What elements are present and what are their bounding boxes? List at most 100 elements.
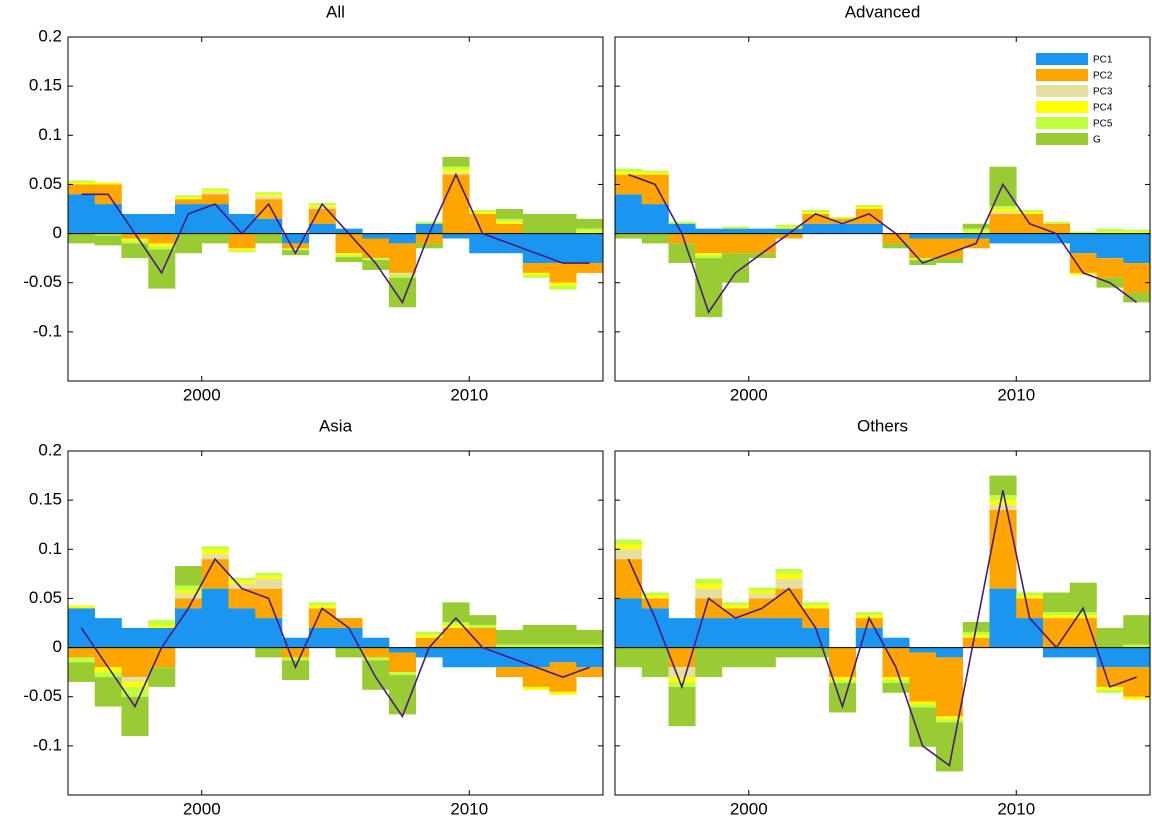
bar-segment [909, 258, 937, 261]
bar-segment [496, 209, 524, 219]
bar-segment [94, 672, 122, 678]
x-tick-label: 2000 [730, 385, 768, 404]
bar-segment [1043, 233, 1071, 244]
bar-segment [415, 637, 443, 648]
bar-segment [121, 240, 149, 244]
bar-segment [989, 166, 1017, 207]
bar-segment [469, 233, 497, 254]
bar-segment [1043, 592, 1071, 613]
bar-segment [94, 667, 122, 673]
panel-title: Others [857, 416, 908, 435]
bar-segment [989, 500, 1017, 506]
bar-segment [362, 647, 390, 658]
bar-segment [775, 578, 803, 589]
bar-segment [855, 627, 883, 648]
bar-segment [255, 199, 283, 219]
bar-segment [989, 505, 1017, 510]
y-tick-label: -0.05 [23, 272, 62, 291]
bar-segment [882, 682, 910, 693]
axes-box [614, 36, 1151, 382]
bar-segment [1123, 292, 1150, 303]
bar-segment [308, 605, 336, 609]
bar-segment [1043, 223, 1071, 234]
bar-segment [909, 701, 937, 705]
bar-segment [829, 680, 857, 683]
bar-segment [576, 644, 603, 648]
bar-segment [615, 168, 643, 172]
bar-segment [1069, 231, 1097, 234]
bar-segment [228, 608, 256, 648]
bar-segment [962, 233, 990, 239]
bar-segment [855, 207, 883, 209]
bar-segment [1096, 233, 1124, 259]
bar-segment [1043, 615, 1071, 619]
bar-segment [94, 647, 122, 668]
bar-segment [615, 539, 643, 545]
bar-segment [882, 677, 910, 681]
bar-segment [335, 618, 363, 628]
bar-segment [335, 233, 363, 254]
legend-label: PC4 [1093, 103, 1113, 114]
bar-segment [255, 578, 283, 589]
bar-segment [855, 618, 883, 628]
bar-segment [695, 255, 723, 259]
bar-segment [1069, 272, 1097, 275]
bar-segment [442, 166, 470, 170]
bar-segment [442, 622, 470, 625]
total-line [81, 172, 590, 305]
bar-segment [308, 223, 336, 234]
bar-segment [695, 578, 723, 584]
bar-segment [175, 197, 203, 200]
y-tick-label: -0.1 [33, 321, 62, 340]
bar-segment [909, 652, 937, 702]
legend-label: PC1 [1093, 55, 1113, 66]
total-line [628, 173, 1138, 314]
bar-segment [255, 194, 283, 197]
legend-swatch [1036, 53, 1088, 65]
bar-segment [442, 602, 470, 623]
bar-segment [802, 608, 830, 628]
bar-segment [1096, 686, 1124, 690]
bar-segment [175, 565, 203, 586]
bar-segment [415, 243, 443, 249]
bar-segment [1123, 667, 1150, 697]
bar-segment [802, 605, 830, 609]
bar-segment [695, 647, 723, 678]
bar-segment [668, 243, 696, 264]
bar-segment [855, 223, 883, 234]
bar-segment [148, 243, 176, 247]
bar-segment [282, 647, 310, 658]
bar-segment [121, 238, 149, 241]
bar-segment [175, 204, 203, 234]
bar-segment [121, 696, 149, 737]
bar-segment [989, 211, 1017, 214]
bar-segment [442, 624, 470, 628]
bar-segment [469, 209, 497, 212]
bar-segment [201, 192, 229, 195]
bar-segment [615, 171, 643, 175]
bar-segment [496, 629, 524, 645]
bar-segment [255, 575, 283, 579]
bar-segment [201, 190, 229, 193]
plot-area [615, 166, 1150, 318]
bar-segment [1096, 258, 1124, 278]
bar-segment [201, 233, 229, 244]
bar-segment [335, 228, 363, 234]
bar-segment [1123, 263, 1150, 293]
bar-segment [722, 253, 750, 283]
bar-segment [615, 598, 643, 648]
bar-segment [549, 691, 577, 695]
bar-segment [549, 282, 577, 286]
bar-segment [148, 233, 176, 244]
legend-swatch [1036, 85, 1088, 97]
bar-segment [855, 612, 883, 616]
bar-segment [1069, 612, 1097, 616]
plot-area [68, 546, 603, 737]
bar-segment [362, 660, 390, 690]
bar-segment [615, 194, 643, 234]
bar-segment [255, 647, 283, 658]
bar-segment [802, 213, 830, 224]
bar-segment [68, 180, 96, 183]
y-tick-label: 0.05 [29, 174, 62, 193]
bar-segment [802, 209, 830, 212]
